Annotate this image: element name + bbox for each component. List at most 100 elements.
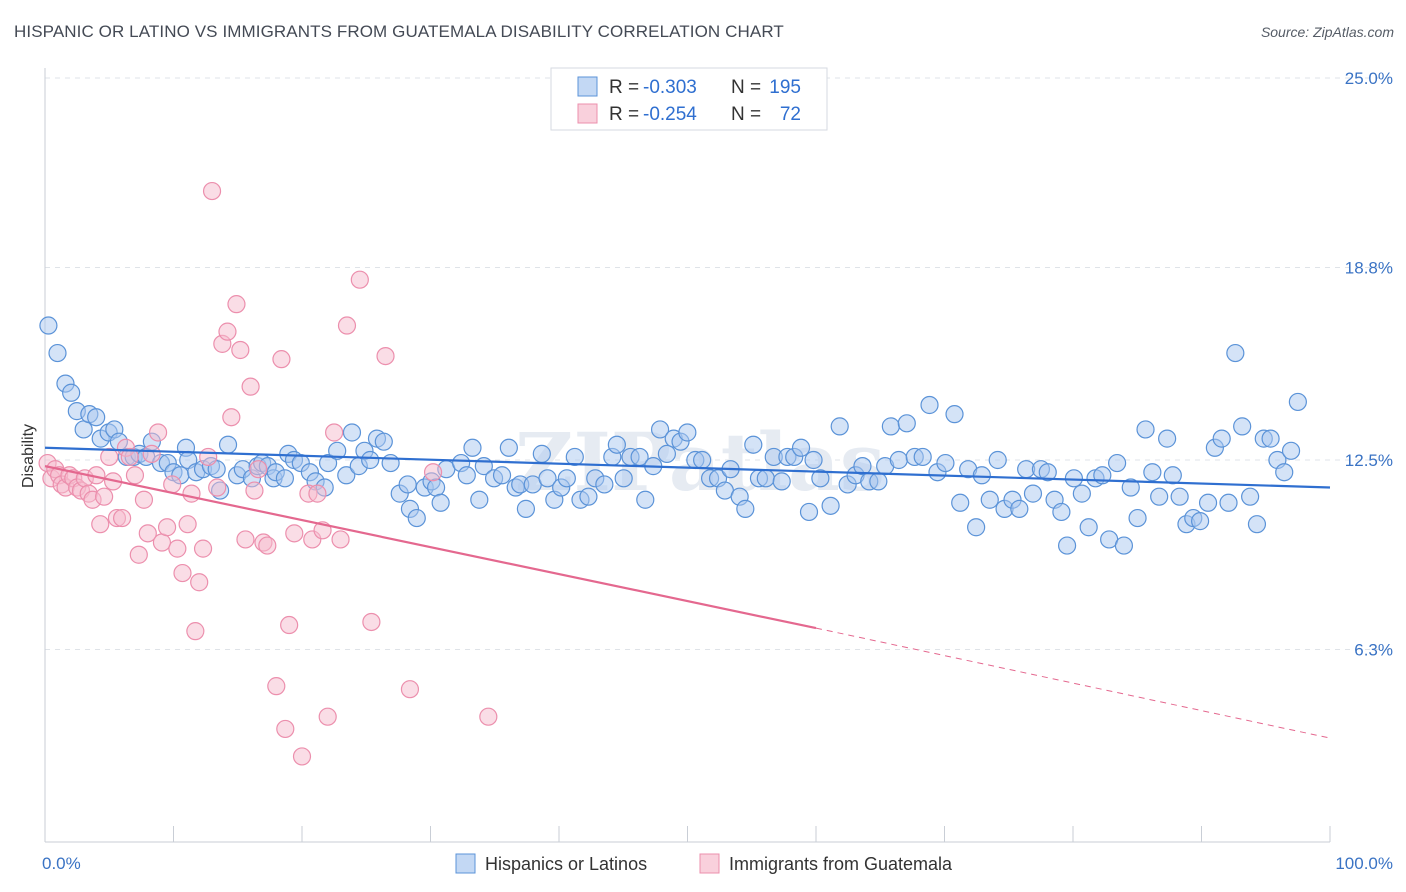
guatemala-point-29 [157, 518, 177, 537]
hispanic-point-87 [614, 469, 633, 488]
guatemala-point-35 [186, 622, 205, 641]
hispanic-point-181 [1288, 392, 1307, 412]
hispanic-point-109 [772, 472, 791, 491]
hispanic-point-155 [1108, 453, 1127, 473]
guatemala-point-31 [168, 539, 187, 558]
y-tick-labels: 6.3% 12.5% 18.8% 25.0% [1345, 69, 1393, 659]
guatemala-point-48 [245, 481, 264, 500]
hispanic-point-84 [595, 475, 614, 494]
hispanic-point-141 [1010, 499, 1029, 518]
hispanic-point-131 [936, 453, 955, 473]
hispanic-point-75 [532, 444, 551, 463]
hispanic-point-114 [804, 450, 823, 470]
guatemala-point-53 [272, 350, 291, 369]
hispanic-point-151 [1079, 518, 1098, 537]
hispanic-point-175 [1247, 515, 1267, 534]
bottom-legend-label-1: Immigrants from Guatemala [729, 854, 953, 874]
hispanic-point-93 [657, 444, 676, 463]
bottom-legend: Hispanics or Latinos Immigrants from Guat… [455, 853, 953, 874]
hispanic-point-156 [1114, 536, 1134, 555]
y-axis-title: Disability [20, 424, 37, 488]
hispanic-point-57 [407, 508, 426, 528]
hispanic-point-1 [48, 343, 67, 363]
hispanic-point-7 [87, 408, 106, 427]
guatemala-point-16 [100, 447, 119, 467]
stats-n-value-1: 72 [780, 104, 801, 125]
hispanic-point-98 [693, 450, 712, 470]
hispanic-point-116 [821, 496, 840, 515]
stats-swatch-1 [577, 103, 598, 124]
hispanic-point-171 [1219, 493, 1238, 512]
guatemala-point-43 [222, 408, 241, 427]
guatemala-point-27 [148, 423, 168, 442]
hispanic-point-147 [1052, 502, 1071, 522]
grid-lines [45, 77, 1392, 650]
hispanic-point-60 [426, 478, 446, 497]
guatemala-point-26 [142, 444, 161, 463]
guatemala-point-69 [400, 680, 420, 699]
hispanic-point-174 [1241, 487, 1260, 506]
hispanic-point-172 [1226, 343, 1245, 363]
chart-title: HISPANIC OR LATINO VS IMMIGRANTS FROM GU… [14, 22, 784, 41]
hispanic-point-145 [1038, 463, 1057, 482]
hispanic-point-112 [791, 438, 811, 457]
hispanic-point-96 [678, 423, 697, 442]
guatemala-point-56 [285, 524, 304, 543]
stats-swatch-0 [577, 76, 598, 97]
guatemala-point-63 [325, 423, 344, 442]
guatemala-point-47 [241, 377, 260, 396]
hispanic-point-168 [1198, 493, 1218, 512]
hispanic-point-80 [565, 447, 584, 467]
stats-r-value-1: -0.254 [643, 104, 697, 125]
guatemala-point-51 [258, 536, 277, 555]
guatemala-point-21 [120, 447, 139, 467]
hispanic-point-160 [1143, 463, 1162, 482]
hispanic-point-177 [1261, 429, 1280, 448]
guatemala-point-33 [178, 515, 197, 534]
guatemala-trend-extension [815, 627, 1331, 739]
guatemala-trend-line [44, 465, 817, 630]
guatemala-point-40 [208, 478, 227, 497]
hispanic-point-117 [830, 417, 849, 436]
hispanic-point-122 [869, 472, 888, 491]
hispanic-point-64 [457, 466, 476, 485]
hispanic-point-162 [1158, 429, 1177, 448]
stats-n-label-1: N = [731, 104, 761, 125]
hispanic-point-55 [398, 475, 417, 494]
guatemala-point-39 [202, 181, 222, 201]
hispanic-point-125 [889, 450, 908, 470]
guatemala-point-15 [95, 487, 114, 506]
hispanic-point-150 [1072, 484, 1091, 503]
hispanic-point-135 [967, 518, 986, 537]
hispanic-point-53 [381, 453, 400, 473]
hispanic-point-136 [972, 466, 991, 485]
guatemala-point-42 [218, 322, 237, 341]
hispanic-point-120 [853, 457, 872, 476]
hispanic-point-129 [920, 395, 939, 415]
bottom-legend-label-0: Hispanics or Latinos [485, 854, 647, 874]
stats-legend: R = -0.303 N = 195 R = -0.254 N = 72 [550, 67, 828, 131]
stats-n-value-0: 195 [769, 77, 801, 98]
hispanic-point-86 [607, 435, 626, 454]
hispanic-point-170 [1212, 429, 1231, 448]
guatemala-point-23 [129, 545, 148, 564]
hispanic-point-132 [945, 405, 964, 424]
x-tick-label-1: 100.0% [1335, 854, 1393, 873]
hispanic-point-0 [39, 316, 58, 335]
guatemala-point-66 [350, 270, 369, 289]
hispanic-point-104 [736, 499, 755, 518]
guatemala-point-67 [362, 612, 381, 632]
hispanic-point-133 [951, 493, 970, 512]
hispanic-point-76 [538, 469, 557, 488]
trend-lines [44, 446, 1331, 739]
hispanic-point-107 [756, 469, 775, 488]
guatemala-point-19 [112, 508, 132, 528]
guatemala-point-64 [331, 530, 350, 549]
hispanic-point-66 [470, 490, 489, 509]
hispanic-point-115 [811, 469, 830, 488]
hispanic-point-105 [744, 435, 763, 454]
hispanic-point-70 [499, 438, 518, 457]
hispanic-point-44 [318, 453, 338, 473]
hispanic-point-157 [1121, 478, 1140, 497]
